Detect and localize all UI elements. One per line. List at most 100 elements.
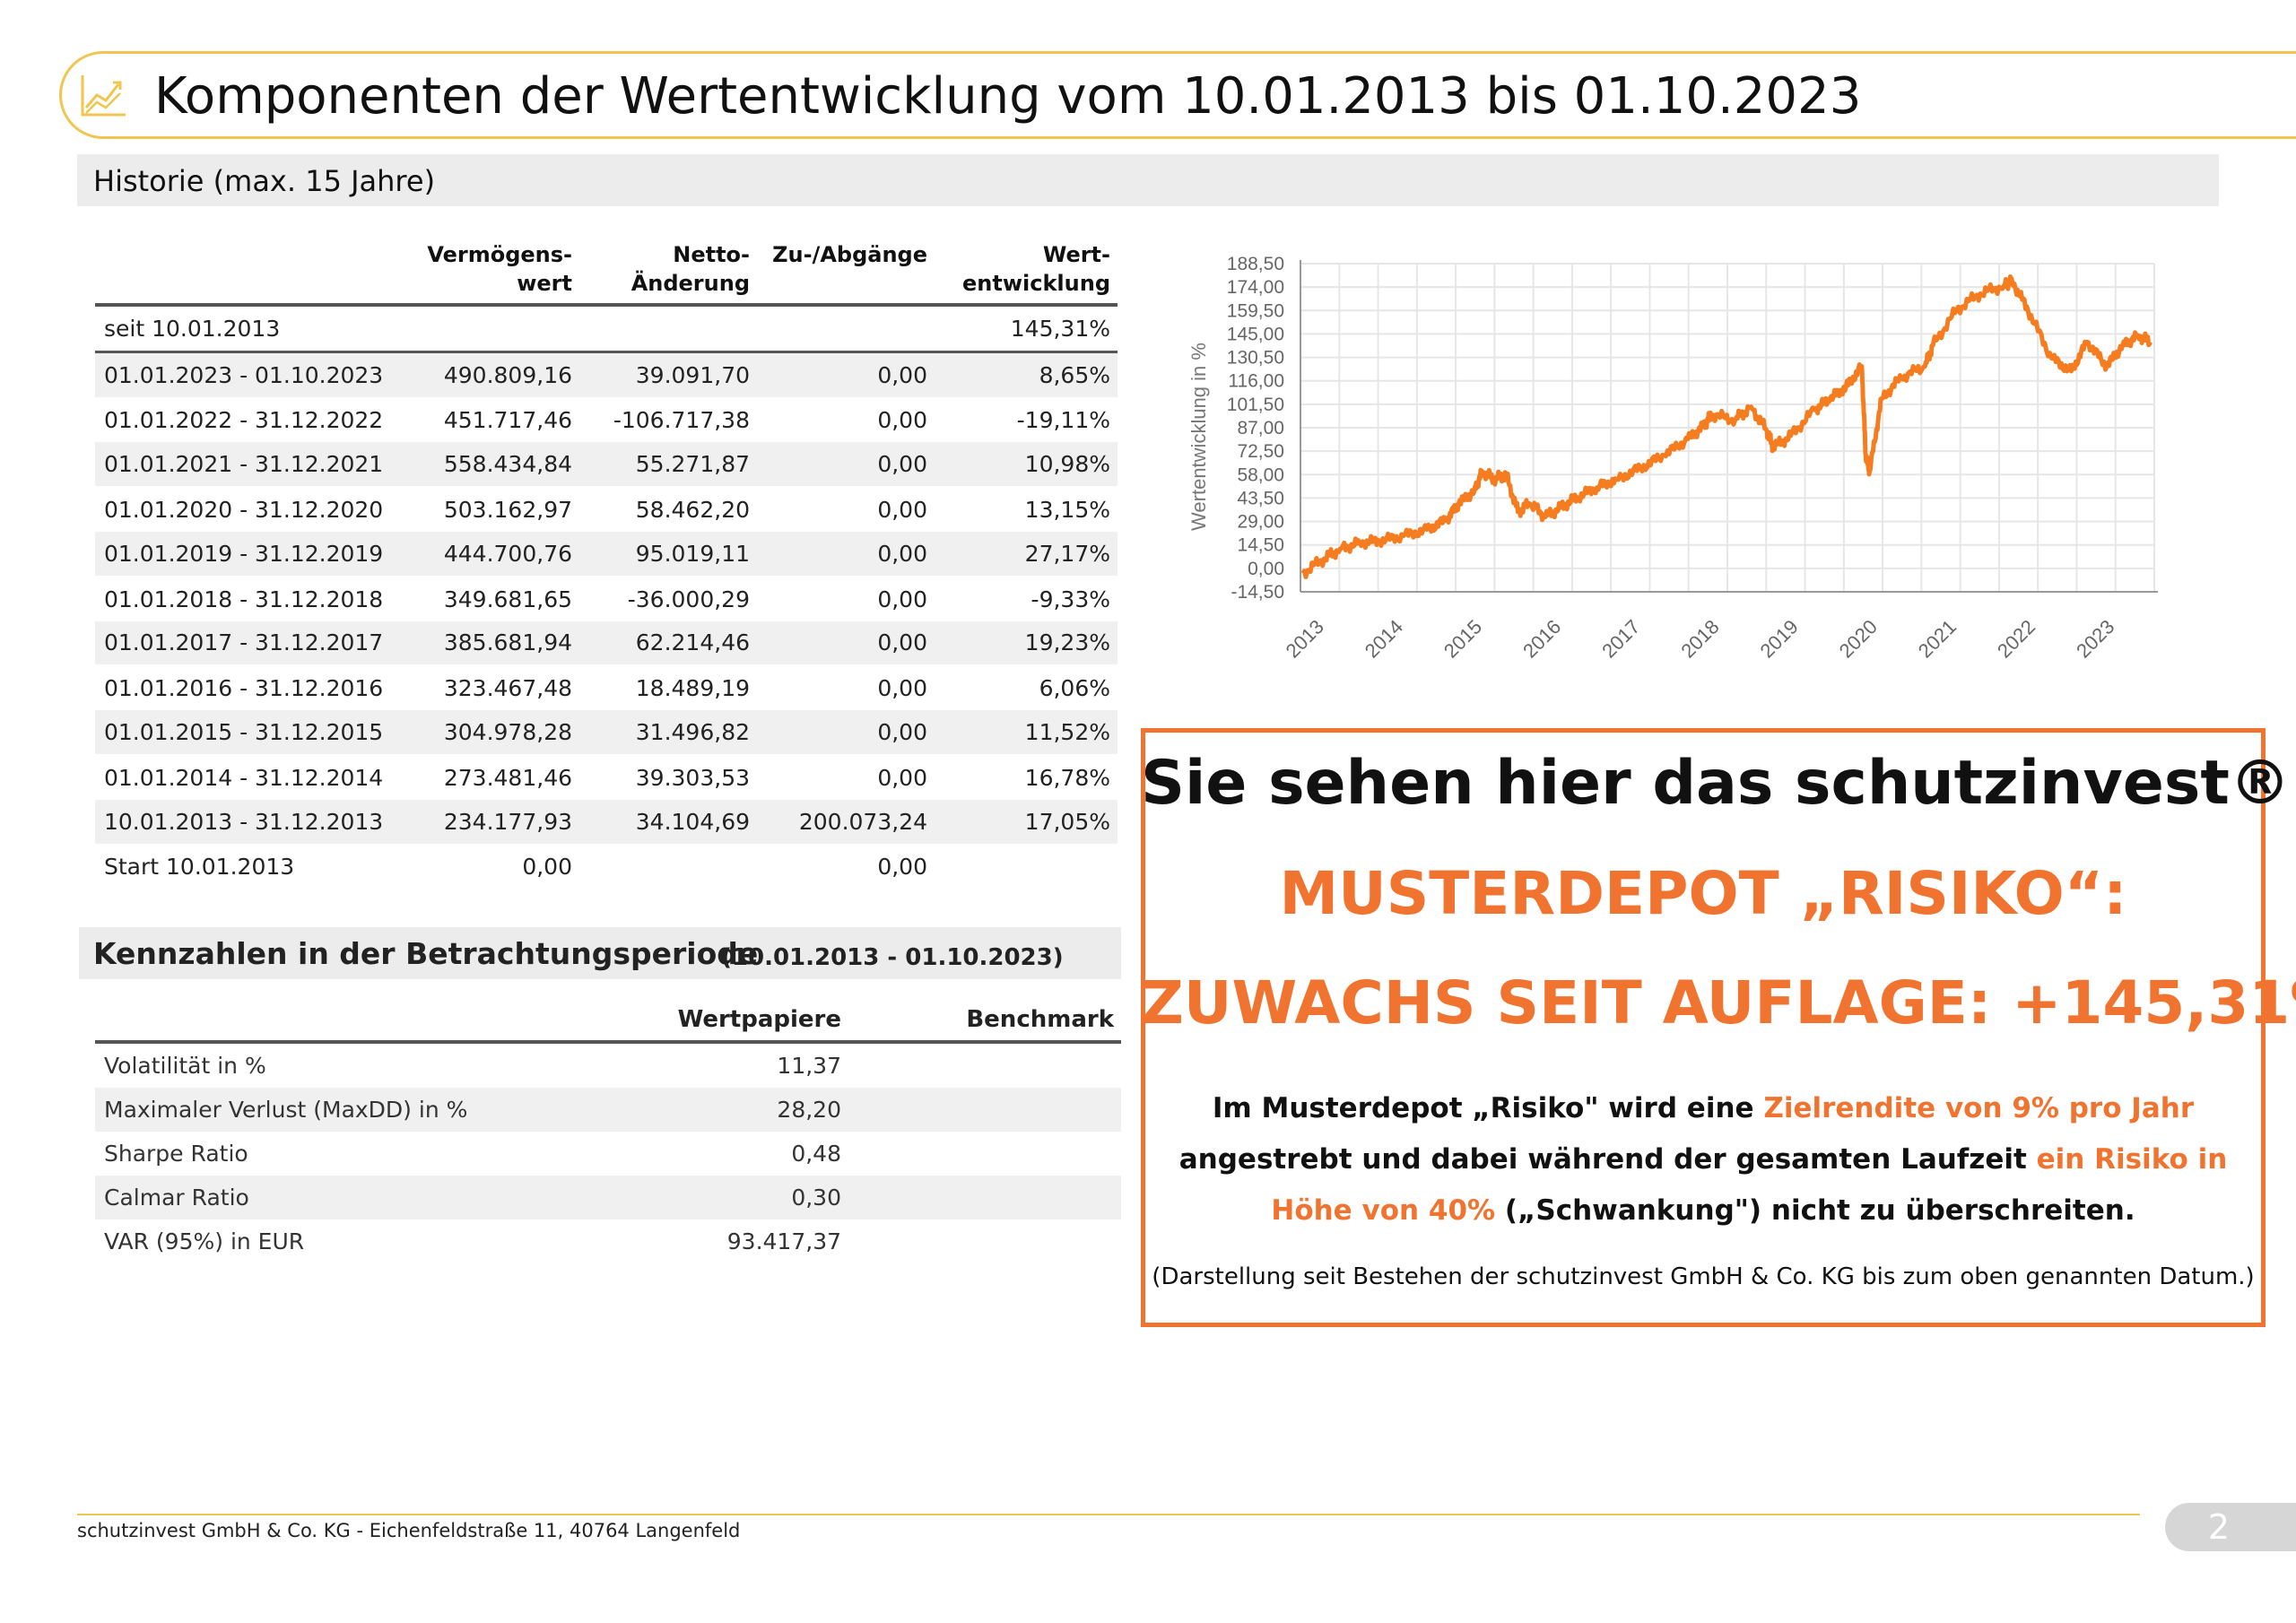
- kennzahlen-cell-label: Calmar Ratio: [95, 1176, 579, 1219]
- history-cell-entw: 10,98%: [935, 442, 1118, 489]
- history-cell-wert: 503.162,97: [443, 497, 572, 524]
- kennzahlen-cell-label: Maximaler Verlust (MaxDD) in %: [95, 1088, 579, 1132]
- history-cell-zu: 200.073,24: [757, 799, 935, 846]
- history-cell-period: 01.01.2015 - 31.12.2015: [95, 710, 391, 756]
- promo-headline: Sie sehen hier das schutzinvest® -: [1141, 748, 2296, 819]
- kennzahlen-cell-label: Sharpe Ratio: [104, 1141, 248, 1167]
- history-row: 10.01.2013 - 31.12.2013 234.177,93 34.104,…: [95, 799, 1118, 846]
- history-cell-zu: 0,00: [877, 854, 927, 881]
- history-cell-zu: 0,00: [757, 352, 935, 399]
- history-cell-zu: 0,00: [757, 710, 935, 756]
- footer-divider: [77, 1514, 2140, 1515]
- page-title: Komponenten der Wertentwicklung vom 10.0…: [154, 67, 1862, 126]
- y-tick-label: 72,50: [1237, 441, 1284, 462]
- y-tick-label: 14,50: [1237, 535, 1284, 556]
- history-row: Start 10.01.2013 0,00 0,00: [95, 845, 1118, 890]
- history-table: Vermögens- wert Netto- Änderung Zu-/Abgä…: [95, 233, 1118, 889]
- x-tick-label: 2016: [1518, 615, 1565, 662]
- promo-highlight-risk: ein Risiko in Höhe von 40%: [1271, 1143, 2228, 1227]
- y-tick-label: 58,00: [1237, 464, 1284, 485]
- history-cell-period: 01.01.2017 - 31.12.2017: [95, 621, 391, 667]
- history-row: 01.01.2023 - 01.10.2023 490.809,16 39.091,…: [95, 352, 1118, 399]
- history-cell-wert: 385.681,94: [391, 621, 579, 667]
- kennzahlen-table: Wertpapiere Benchmark Volatilität in % 11…: [95, 1002, 1121, 1263]
- kennzahlen-col-wertpapiere: Wertpapiere: [677, 1006, 841, 1033]
- kennzahlen-cell-wp: 28,20: [579, 1088, 848, 1132]
- history-cell-wert: 0,00: [522, 854, 572, 881]
- promo-growth: ZUWACHS SEIT AUFLAGE: +145,31%: [1141, 968, 2296, 1037]
- history-header-row: Vermögens- wert Netto- Änderung Zu-/Abgä…: [95, 233, 1118, 305]
- y-tick-label: 87,00: [1237, 418, 1284, 438]
- history-cell-wert: 234.177,93: [391, 799, 579, 846]
- kennzahlen-header-row: Wertpapiere Benchmark: [95, 1002, 1121, 1042]
- kennzahlen-cell-bm: [848, 1219, 1121, 1263]
- history-row-since: seit 10.01.2013 145,31%: [95, 305, 1118, 353]
- history-cell-zu: 0,00: [877, 407, 927, 434]
- history-col-period: [95, 233, 391, 305]
- history-cell-netto: 18.489,19: [635, 675, 750, 702]
- kennzahlen-row: VAR (95%) in EUR 93.417,37: [95, 1219, 1121, 1263]
- kennzahlen-cell-bm: [848, 1042, 1121, 1088]
- history-cell-wert: 444.700,76: [391, 531, 579, 577]
- x-tick-label: 2018: [1676, 615, 1723, 662]
- history-row: 01.01.2018 - 31.12.2018 349.681,65 -36.000…: [95, 577, 1118, 621]
- history-row: 01.01.2017 - 31.12.2017 385.681,94 62.214,…: [95, 621, 1118, 667]
- history-cell-netto: -106.717,38: [613, 407, 750, 434]
- x-tick-label: 2015: [1439, 615, 1486, 662]
- history-cell-netto: 34.104,69: [579, 799, 757, 846]
- history-cell-netto: 31.496,82: [579, 710, 757, 756]
- history-cell-entw: 11,52%: [935, 710, 1118, 756]
- kennzahlen-row: Volatilität in % 11,37: [95, 1042, 1121, 1088]
- y-tick-label: 29,00: [1237, 512, 1284, 533]
- history-cell-period: 01.01.2016 - 31.12.2016: [104, 675, 384, 702]
- y-tick-label: 116,00: [1228, 371, 1284, 392]
- kennzahlen-cell-bm: [848, 1088, 1121, 1132]
- history-cell-netto: -36.000,29: [627, 586, 750, 612]
- history-cell-period: Start 10.01.2013: [104, 854, 295, 881]
- history-cell-entw: 19,23%: [935, 621, 1118, 667]
- history-cell-entw: -9,33%: [1031, 586, 1110, 612]
- history-cell-entw: [935, 845, 1118, 890]
- y-tick-label: 43,50: [1237, 488, 1284, 508]
- history-cell-netto: 58.462,20: [635, 497, 750, 524]
- line-chart-icon: [81, 75, 126, 117]
- kennzahlen-title: Kennzahlen in der Betrachtungsperiode: [93, 936, 759, 971]
- kennzahlen-subtitle: (10.01.2013 - 01.10.2023): [721, 944, 1064, 971]
- x-tick-label: 2019: [1756, 615, 1803, 662]
- history-col-wert: Vermögens- wert: [427, 242, 572, 296]
- history-cell-wert: 273.481,46: [443, 764, 572, 791]
- history-cell-entw: 13,15%: [1024, 497, 1110, 524]
- history-cell-period: 10.01.2013 - 31.12.2013: [95, 799, 391, 846]
- history-col-zu: Zu-/Abgänge: [772, 242, 927, 267]
- history-row: 01.01.2019 - 31.12.2019 444.700,76 95.019,…: [95, 531, 1118, 577]
- y-tick-label: 101,50: [1227, 395, 1284, 415]
- promo-box: [1141, 728, 2266, 1327]
- history-cell-zu: 0,00: [877, 675, 927, 702]
- promo-note: (Darstellung seit Bestehen der schutzinv…: [1152, 1263, 2255, 1290]
- promo-text-part: Im Musterdepot „Risiko" wird eine: [1212, 1092, 1764, 1124]
- history-cell-entw: 8,65%: [935, 352, 1118, 399]
- promo-depot-name: MUSTERDEPOT „RISIKO“:: [1279, 859, 2127, 928]
- history-cell-entw: 6,06%: [1039, 675, 1110, 702]
- history-row: 01.01.2016 - 31.12.2016 323.467,48 18.489,…: [95, 665, 1118, 710]
- history-cell-entw: 16,78%: [1024, 764, 1110, 791]
- kennzahlen-cell-wp: 0,48: [791, 1141, 841, 1167]
- history-cell-netto: 55.271,87: [579, 442, 757, 489]
- kennzahlen-cell-label: VAR (95%) in EUR: [104, 1228, 305, 1254]
- history-cell-zu: 0,00: [757, 621, 935, 667]
- history-cell-period: 01.01.2019 - 31.12.2019: [95, 531, 391, 577]
- history-row: 01.01.2021 - 31.12.2021 558.434,84 55.271,…: [95, 442, 1118, 489]
- history-cell-netto: [579, 305, 757, 353]
- y-tick-label: 130,50: [1227, 348, 1284, 369]
- y-tick-label: 0,00: [1248, 559, 1284, 579]
- history-cell-period: 01.01.2018 - 31.12.2018: [104, 586, 384, 612]
- history-row: 01.01.2015 - 31.12.2015 304.978,28 31.496,…: [95, 710, 1118, 756]
- history-cell-zu: 0,00: [877, 497, 927, 524]
- kennzahlen-cell-wp: 93.417,37: [726, 1228, 841, 1254]
- x-tick-label: 2023: [2072, 615, 2118, 662]
- history-row: 01.01.2014 - 31.12.2014 273.481,46 39.303,…: [95, 755, 1118, 800]
- promo-description: Im Musterdepot „Risiko" wird eine Zielre…: [1141, 1083, 2266, 1237]
- history-col-entw: Wert- entwicklung: [962, 242, 1110, 296]
- history-cell-netto: [579, 845, 757, 890]
